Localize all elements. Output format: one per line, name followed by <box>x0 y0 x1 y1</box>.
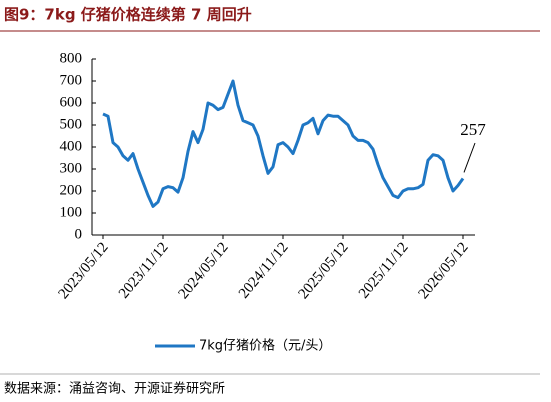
annotation: 257 <box>460 120 486 139</box>
y-tick-label: 700 <box>60 72 83 88</box>
x-tick-label: 2025/11/12 <box>356 239 412 301</box>
annotation-arrow <box>463 142 476 173</box>
y-tick-label: 400 <box>60 138 83 154</box>
legend-label: 7kg仔猪价格（元/头） <box>199 338 331 354</box>
x-tick-label: 2024/05/12 <box>176 239 232 302</box>
y-tick-label: 600 <box>60 94 83 110</box>
x-tick-label: 2023/11/12 <box>116 239 172 301</box>
y-tick-label: 500 <box>60 116 83 132</box>
y-tick-label: 100 <box>60 204 83 220</box>
source: 数据来源：涌益咨询、开源证券研究所 <box>4 381 225 397</box>
x-tick-label: 2023/05/12 <box>56 239 112 302</box>
y-tick-label: 200 <box>60 182 83 198</box>
y-tick-label: 800 <box>60 50 83 66</box>
y-tick-label: 0 <box>75 226 83 242</box>
x-tick-label: 2024/11/12 <box>236 239 292 301</box>
chart-title: 图9：7kg 仔猪价格连续第 7 周回升 <box>4 6 252 24</box>
y-tick-label: 300 <box>60 160 83 176</box>
x-tick-label: 2026/05/12 <box>416 239 472 302</box>
series-line <box>102 79 465 208</box>
x-tick-label: 2025/05/12 <box>296 239 352 302</box>
